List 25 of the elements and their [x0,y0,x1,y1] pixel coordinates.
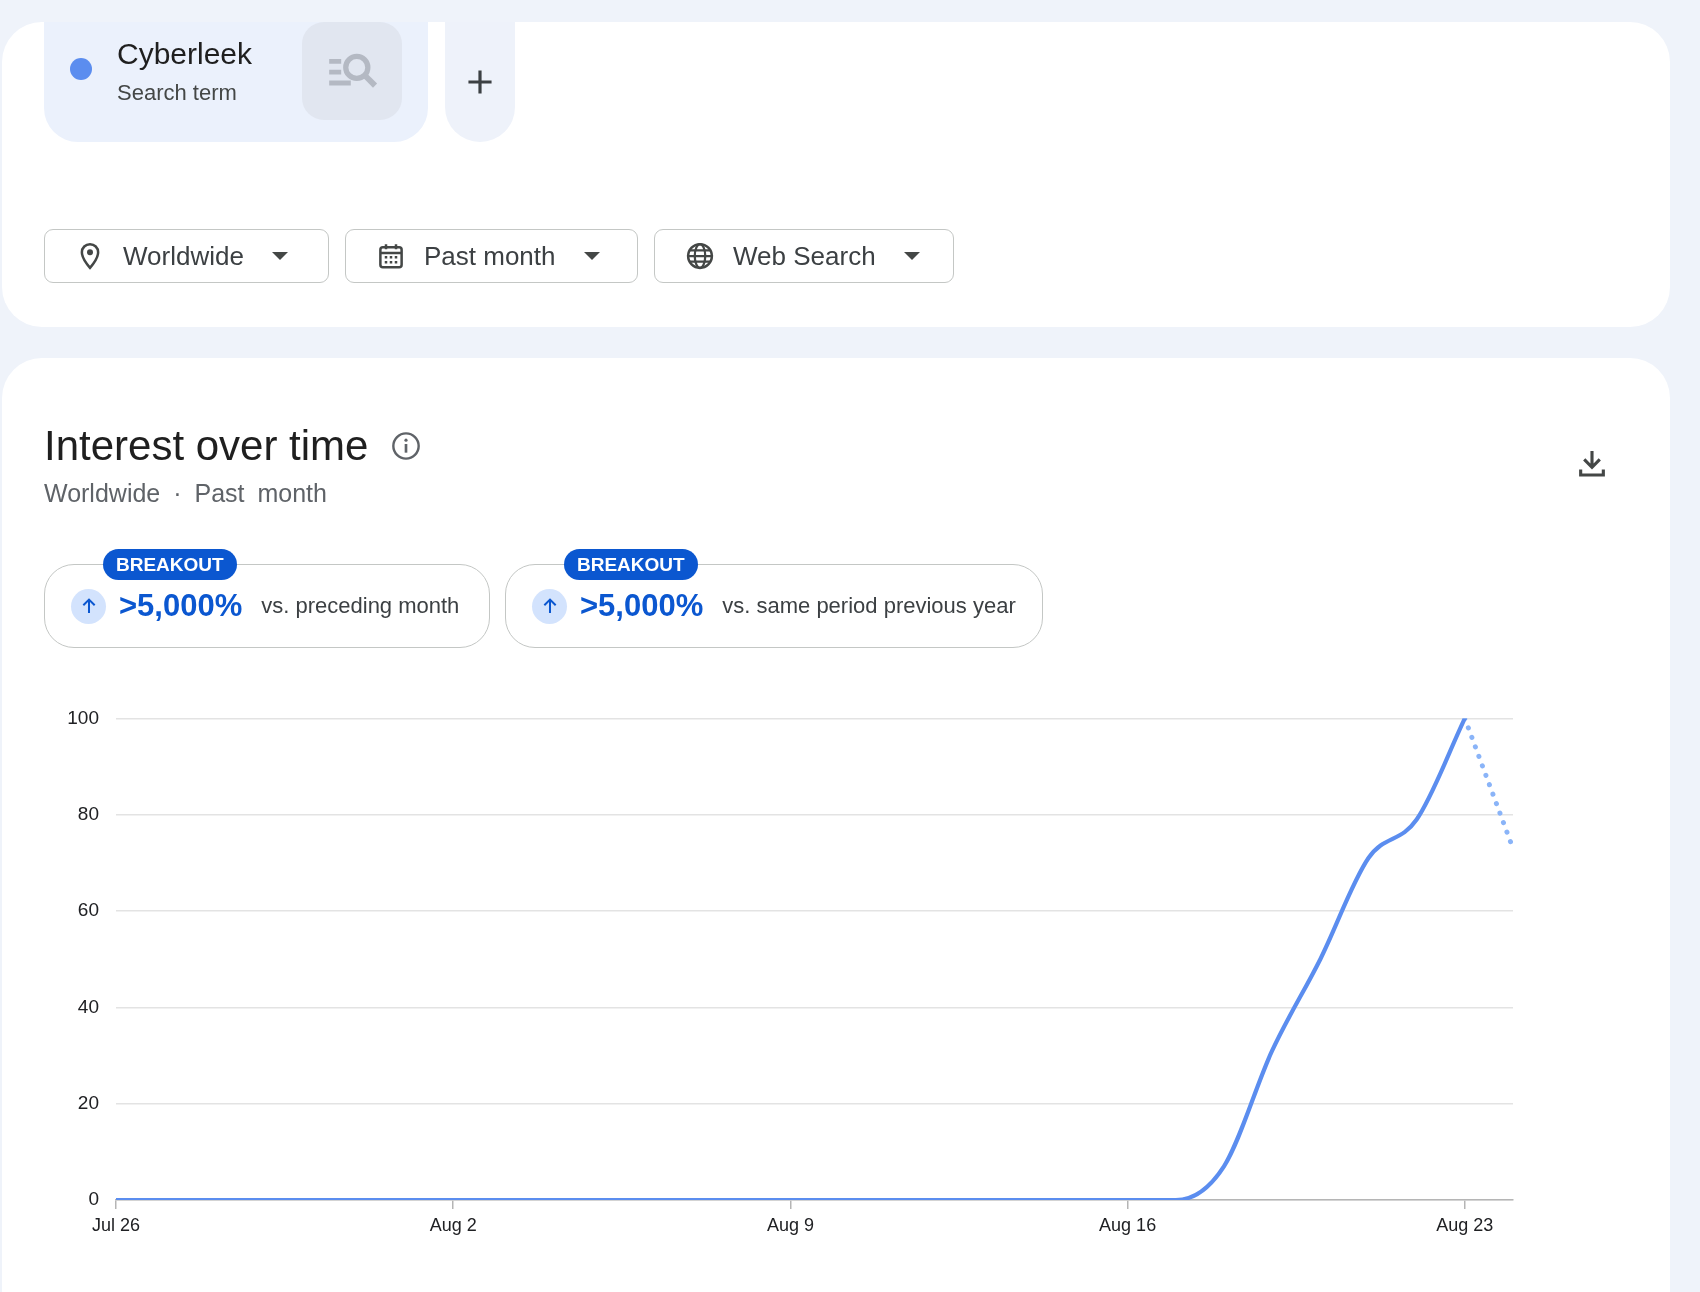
text: >5,000% [119,588,243,624]
y-tick-label: 40 [77,995,99,1017]
y-tick-label: 60 [77,899,99,921]
x-tick-label: Aug 2 [429,1214,477,1235]
chart-title: Interest over time [44,422,369,470]
text: vs. preceding month [261,593,460,619]
text: Search term [117,80,237,106]
x-tick-label: Jul 26 [91,1214,141,1235]
x-tick-label: Aug 16 [1099,1214,1157,1235]
chart-subtitle: Worldwide · Past month [44,478,327,508]
legend-label: Cyberleek [117,37,253,71]
text: vs. same period previous year [722,593,1016,619]
x-tick-label: Aug 9 [766,1214,814,1235]
dropdown: Past month [345,229,638,283]
dropdown: Worldwide [44,229,329,283]
dropdown: Web Search [654,229,954,283]
text: BREAKOUT [564,549,698,580]
y-tick-label: 0 [88,1188,99,1210]
y-tick-label: 20 [77,1091,99,1113]
text: >5,000% [580,588,704,624]
x-tick-label: Aug 23 [1436,1214,1494,1235]
text: BREAKOUT [103,549,237,580]
y-tick-label: 80 [77,802,99,824]
line-series [116,718,1467,1200]
y-tick-label: 100 [67,706,99,728]
